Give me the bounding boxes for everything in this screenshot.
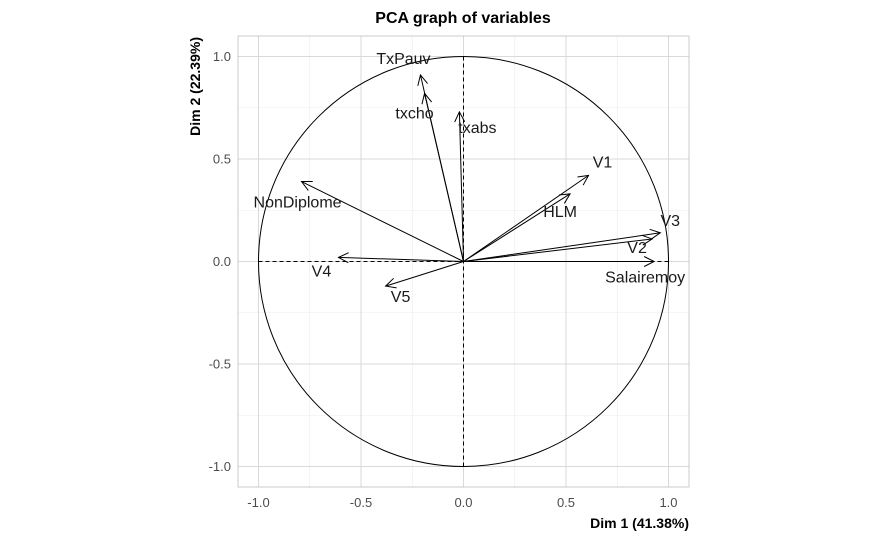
x-tick-label: -1.0: [247, 495, 269, 510]
arrow-v4: [338, 257, 464, 261]
label-nondiplome: NonDiplome: [254, 195, 342, 212]
correlation-circle: [258, 56, 669, 467]
chart-title: PCA graph of variables: [375, 10, 551, 27]
label-txpauv: TxPauv: [376, 51, 430, 68]
label-hlm: HLM: [543, 204, 577, 221]
x-tick-label: 0.5: [557, 495, 575, 510]
label-txabs: txabs: [458, 120, 496, 137]
arrow-hlm: [463, 194, 571, 262]
label-v4: V4: [312, 263, 332, 280]
y-tick-label: 0.5: [213, 152, 231, 167]
x-tick-label: 1.0: [659, 495, 677, 510]
arrow-txabs: [459, 112, 463, 262]
arrow-v5: [386, 261, 464, 287]
y-tick-label: 0.0: [213, 254, 231, 269]
label-txcho: txcho: [395, 105, 433, 122]
y-tick-label: 1.0: [213, 49, 231, 64]
label-v5: V5: [391, 289, 411, 306]
arrow-nondiplome: [302, 182, 464, 262]
arrow-v2: [463, 239, 653, 262]
label-layer: TxPauv txcho txabs V1 HLM V3 V2 Salairemoy NonDi…: [254, 51, 686, 306]
x-tick-label: -0.5: [350, 495, 372, 510]
x-tick-label: 0.0: [454, 495, 472, 510]
arrow-txcho: [425, 93, 464, 262]
arrow-layer: [302, 75, 661, 286]
arrow-v1: [463, 175, 589, 262]
arrow-v3: [463, 233, 661, 262]
x-axis-title: Dim 1 (41.38%): [590, 515, 689, 531]
label-v2: V2: [627, 240, 647, 257]
label-v1: V1: [593, 154, 613, 171]
y-tick-label: -0.5: [209, 357, 231, 372]
label-salairemoy: Salairemoy: [605, 270, 685, 287]
label-v3: V3: [661, 213, 681, 230]
y-axis-title: Dim 2 (22.39%): [187, 37, 203, 136]
y-tick-label: -1.0: [209, 459, 231, 474]
panel-border: [237, 35, 690, 488]
